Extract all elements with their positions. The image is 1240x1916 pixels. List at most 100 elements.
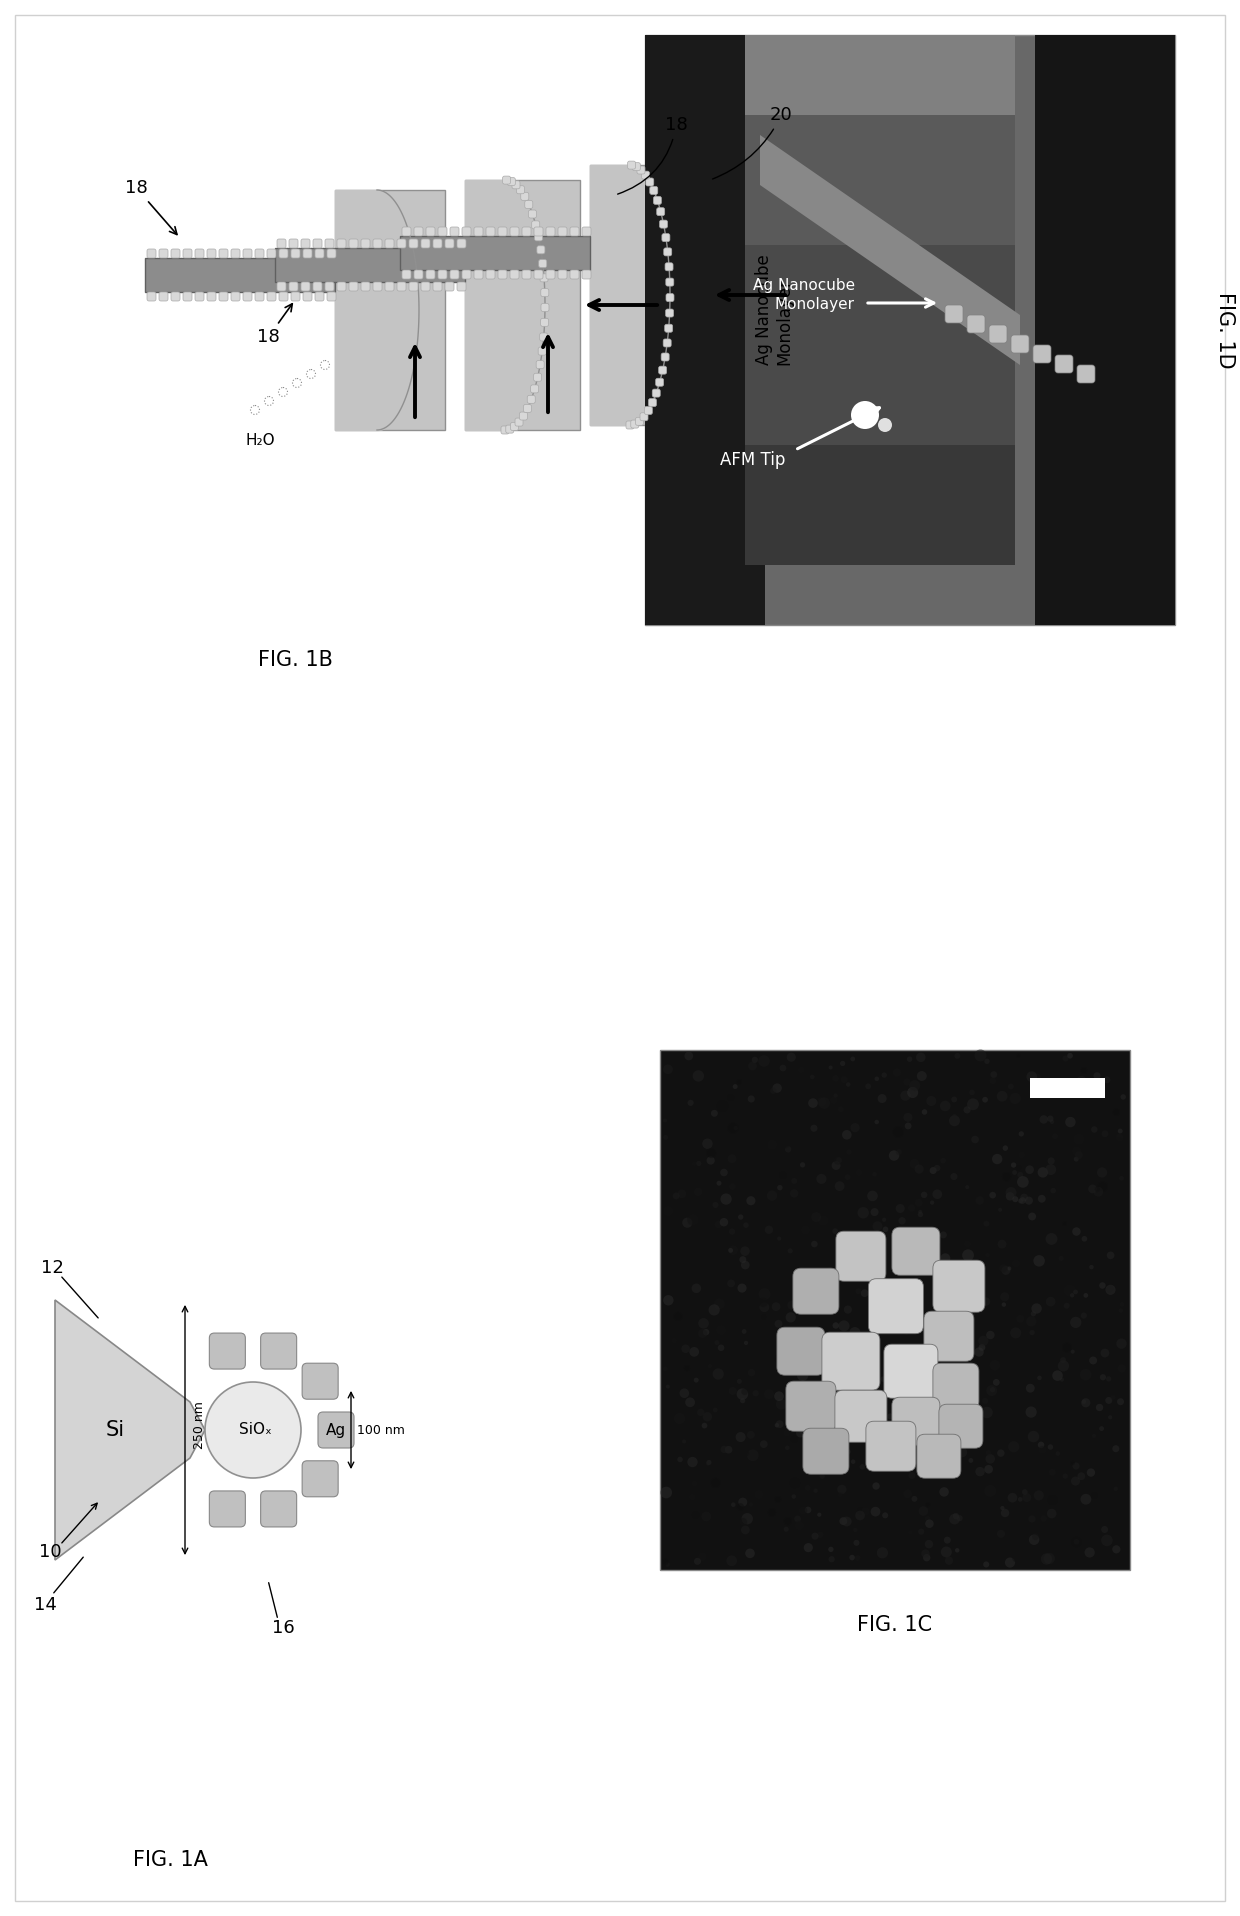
Circle shape <box>768 1140 777 1150</box>
Circle shape <box>856 1288 861 1293</box>
Circle shape <box>820 1416 828 1424</box>
FancyBboxPatch shape <box>303 249 312 259</box>
Bar <box>660 1050 1130 1569</box>
Circle shape <box>707 1460 712 1466</box>
FancyBboxPatch shape <box>373 282 382 291</box>
Circle shape <box>808 1450 818 1460</box>
FancyBboxPatch shape <box>546 226 556 236</box>
Circle shape <box>1012 1171 1017 1175</box>
Circle shape <box>673 1312 682 1320</box>
Circle shape <box>821 1548 827 1556</box>
Circle shape <box>990 1360 1001 1370</box>
Circle shape <box>787 1249 792 1253</box>
Circle shape <box>831 1096 837 1104</box>
Circle shape <box>662 1366 668 1372</box>
Circle shape <box>940 1100 951 1111</box>
FancyBboxPatch shape <box>422 240 430 247</box>
Circle shape <box>779 1171 786 1178</box>
Circle shape <box>693 1071 704 1083</box>
Circle shape <box>848 1368 857 1376</box>
Circle shape <box>919 1209 923 1215</box>
Circle shape <box>998 1240 1007 1249</box>
Circle shape <box>899 1217 905 1224</box>
Circle shape <box>1089 1184 1097 1194</box>
Circle shape <box>1007 1266 1012 1270</box>
Circle shape <box>993 1380 999 1385</box>
Circle shape <box>1006 1188 1017 1198</box>
Circle shape <box>1016 1165 1021 1171</box>
Circle shape <box>1117 1399 1123 1404</box>
Circle shape <box>877 1548 888 1558</box>
Circle shape <box>687 1213 699 1226</box>
Circle shape <box>1027 1316 1037 1326</box>
Circle shape <box>956 1516 962 1521</box>
Circle shape <box>1055 1450 1060 1456</box>
FancyBboxPatch shape <box>231 249 241 259</box>
Circle shape <box>926 1238 937 1249</box>
Circle shape <box>833 1157 842 1165</box>
FancyBboxPatch shape <box>327 291 336 301</box>
Circle shape <box>838 1106 844 1113</box>
Text: SiOₓ: SiOₓ <box>238 1422 272 1437</box>
FancyBboxPatch shape <box>315 249 324 259</box>
Circle shape <box>821 1263 826 1266</box>
Circle shape <box>1096 1404 1104 1412</box>
Circle shape <box>1011 1163 1017 1167</box>
Circle shape <box>1060 1357 1066 1362</box>
Circle shape <box>786 1443 797 1454</box>
Circle shape <box>758 1056 770 1067</box>
Circle shape <box>878 418 892 431</box>
Circle shape <box>1099 1426 1104 1431</box>
Circle shape <box>983 1220 990 1226</box>
Circle shape <box>1101 1266 1112 1278</box>
FancyBboxPatch shape <box>277 240 286 247</box>
Circle shape <box>694 1558 701 1565</box>
Circle shape <box>680 1389 689 1399</box>
FancyBboxPatch shape <box>510 270 520 280</box>
Circle shape <box>714 1299 725 1309</box>
Circle shape <box>841 1077 848 1083</box>
FancyBboxPatch shape <box>534 234 543 241</box>
FancyBboxPatch shape <box>463 226 471 236</box>
Circle shape <box>1012 1554 1021 1562</box>
Circle shape <box>925 1502 930 1508</box>
Circle shape <box>906 1056 913 1061</box>
Circle shape <box>693 1378 698 1383</box>
Circle shape <box>1078 1471 1085 1481</box>
Circle shape <box>895 1203 905 1213</box>
Circle shape <box>1034 1243 1043 1251</box>
Circle shape <box>702 1424 707 1429</box>
Circle shape <box>1104 1077 1110 1083</box>
Circle shape <box>1081 1399 1090 1408</box>
FancyBboxPatch shape <box>537 245 544 253</box>
Circle shape <box>828 1556 835 1562</box>
Circle shape <box>833 1094 838 1098</box>
Circle shape <box>867 1190 878 1201</box>
Circle shape <box>820 1412 826 1418</box>
Circle shape <box>923 1554 930 1562</box>
Circle shape <box>811 1125 817 1132</box>
Circle shape <box>687 1100 693 1106</box>
Text: Ag Nanocube
Monolayer: Ag Nanocube Monolayer <box>753 278 856 312</box>
Circle shape <box>1116 1134 1123 1142</box>
Circle shape <box>801 1226 810 1236</box>
Circle shape <box>1038 1196 1045 1203</box>
Circle shape <box>765 1226 773 1234</box>
Circle shape <box>764 1389 774 1399</box>
Circle shape <box>844 1458 854 1470</box>
Circle shape <box>1017 1173 1023 1178</box>
Circle shape <box>663 1065 673 1075</box>
Circle shape <box>689 1347 699 1357</box>
FancyBboxPatch shape <box>531 385 538 393</box>
Circle shape <box>742 1514 753 1525</box>
Circle shape <box>1092 1086 1102 1096</box>
Circle shape <box>832 1075 838 1081</box>
Circle shape <box>754 1491 764 1498</box>
Polygon shape <box>760 134 1021 366</box>
Circle shape <box>1099 1282 1106 1289</box>
Circle shape <box>1070 1462 1075 1466</box>
Circle shape <box>663 1119 667 1123</box>
FancyBboxPatch shape <box>502 176 511 184</box>
Circle shape <box>733 1084 738 1088</box>
Circle shape <box>970 1090 975 1096</box>
